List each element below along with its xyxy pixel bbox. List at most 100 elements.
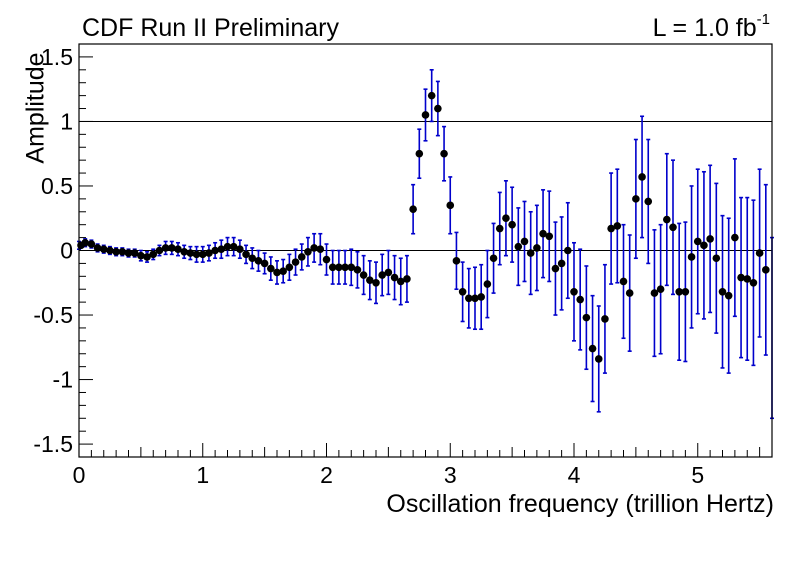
data-point (81, 238, 89, 247)
data-points (77, 91, 770, 363)
data-point (229, 242, 238, 251)
data-point (236, 245, 244, 254)
data-point (93, 244, 102, 252)
x-tick-label: 5 (691, 462, 704, 488)
data-point (440, 149, 448, 158)
data-point (335, 263, 343, 272)
y-tick-label: 1 (60, 108, 73, 134)
data-point (353, 266, 362, 274)
data-point (87, 240, 96, 248)
data-point (613, 222, 622, 230)
data-point (130, 249, 139, 257)
data-point (533, 244, 541, 252)
data-point (675, 288, 683, 296)
data-point (390, 273, 399, 282)
data-point (211, 246, 219, 255)
y-tick-label: -0.5 (33, 302, 73, 328)
data-point (254, 257, 263, 265)
data-point (632, 195, 640, 203)
data-point (223, 242, 232, 251)
data-point (161, 244, 170, 252)
data-point (594, 355, 603, 363)
x-tick-label: 4 (568, 462, 581, 488)
chart-header-left: CDF Run II Preliminary (82, 14, 339, 42)
chart-header-luminosity: L = 1.0 fb-1 (652, 11, 770, 43)
data-point (285, 263, 294, 272)
luminosity-exponent: -1 (756, 11, 770, 28)
data-point (656, 285, 665, 294)
data-point (310, 244, 318, 252)
data-point (427, 91, 436, 100)
data-point (291, 258, 300, 266)
data-point (415, 149, 424, 158)
data-point (762, 266, 770, 274)
data-point (446, 201, 455, 210)
luminosity-prefix: L = 1.0 fb (652, 14, 757, 42)
data-point (502, 214, 510, 223)
x-tick-label: 0 (73, 462, 86, 488)
data-point (403, 275, 411, 283)
data-point (112, 247, 120, 256)
data-point (267, 264, 275, 273)
data-point (124, 249, 133, 257)
data-point (483, 280, 492, 288)
data-point (409, 205, 417, 213)
data-point (681, 288, 690, 296)
data-point (359, 271, 368, 279)
data-point (316, 245, 325, 254)
x-axis-label: Oscillation frequency (trillion Hertz) (386, 490, 774, 518)
data-point (749, 278, 758, 287)
data-point (712, 254, 721, 263)
data-point (273, 268, 281, 277)
data-point (526, 249, 535, 257)
x-tick-label: 2 (320, 462, 333, 488)
y-tick-label: 1.5 (41, 44, 73, 70)
data-point (669, 223, 677, 232)
data-point (570, 288, 578, 296)
data-point (248, 254, 257, 263)
data-point (366, 276, 374, 284)
data-point (458, 288, 467, 296)
data-point (663, 215, 671, 224)
tick-labels: 0 1 2 3 4 5 -1.5 -1 -0.5 0 0.5 1 1.5 (33, 44, 704, 488)
tick-marks (78, 43, 773, 458)
data-point (155, 246, 164, 255)
data-point (186, 249, 195, 257)
data-point (545, 232, 554, 241)
data-point (471, 294, 479, 303)
data-point (149, 250, 158, 259)
data-point (297, 253, 306, 261)
data-point (557, 259, 566, 268)
data-point (520, 237, 529, 246)
data-point (551, 264, 560, 273)
data-point (489, 254, 498, 263)
data-point (384, 268, 393, 277)
data-point (706, 235, 714, 243)
data-point (396, 277, 405, 286)
data-point (508, 220, 516, 229)
data-point (118, 247, 127, 256)
data-point (217, 245, 226, 254)
data-point (137, 251, 145, 260)
data-point (743, 275, 752, 283)
data-point (687, 253, 696, 261)
data-point (378, 271, 386, 279)
data-point (644, 197, 653, 206)
y-tick-label: 0.5 (41, 173, 73, 199)
data-point (328, 263, 337, 272)
y-tick-label: -1.5 (33, 431, 73, 457)
data-point (638, 173, 646, 181)
data-point (421, 111, 430, 119)
error-bars (77, 69, 774, 420)
data-point (304, 247, 312, 256)
data-point (106, 246, 114, 255)
data-point (168, 244, 176, 252)
data-point (198, 250, 207, 259)
data-point (625, 289, 634, 297)
data-point (279, 267, 287, 275)
x-tick-label: 3 (444, 462, 457, 488)
data-point (322, 255, 331, 264)
y-axis-label: Amplitude (21, 52, 50, 164)
data-point (465, 294, 473, 303)
